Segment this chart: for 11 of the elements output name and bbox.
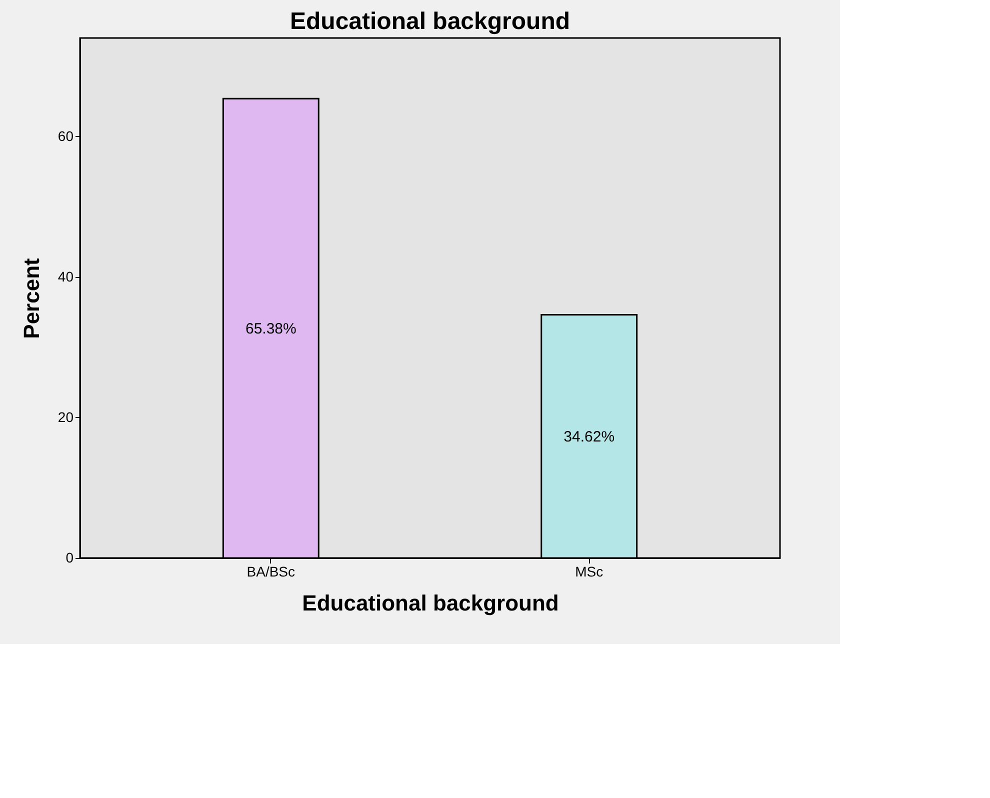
- y-tick-label: 60: [58, 128, 74, 144]
- x-axis-title: Educational background: [302, 590, 559, 616]
- y-axis-title: Percent: [18, 257, 44, 339]
- data-label: 65.38%: [245, 320, 296, 338]
- chart-title: Educational background: [290, 8, 570, 35]
- data-label: 34.62%: [564, 428, 615, 446]
- x-tick-label: BA/BSc: [246, 564, 296, 580]
- y-tick-label: 20: [58, 408, 74, 425]
- y-tick-label: 40: [58, 268, 74, 284]
- y-tick-label: 0: [66, 550, 74, 566]
- x-tick-label: MSc: [575, 564, 604, 580]
